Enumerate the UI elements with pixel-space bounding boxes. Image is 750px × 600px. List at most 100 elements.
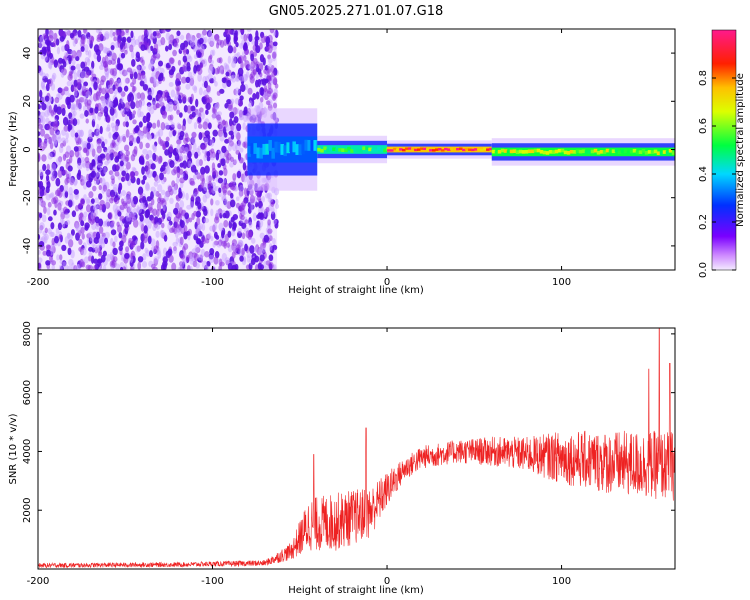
- noise-blob: [109, 251, 113, 261]
- noise-blob: [219, 133, 225, 142]
- noise-blob: [204, 130, 210, 137]
- noise-blob: [98, 193, 103, 200]
- noise-blob: [66, 232, 71, 238]
- noise-blob: [163, 234, 168, 242]
- noise-blob: [81, 160, 86, 168]
- noise-blob: [225, 63, 230, 71]
- noise-blob: [81, 233, 85, 240]
- noise-blob: [267, 197, 274, 203]
- noise-blob: [187, 143, 192, 151]
- noise-blob: [198, 132, 203, 140]
- noise-blob: [114, 214, 118, 220]
- noise-blob: [95, 48, 101, 56]
- noise-blob: [150, 186, 156, 193]
- noise-blob: [60, 142, 64, 149]
- noise-blob: [89, 234, 93, 242]
- noise-blob: [73, 189, 79, 195]
- noise-blob: [153, 189, 158, 196]
- noise-blob: [46, 163, 50, 171]
- noise-blob: [64, 51, 69, 58]
- noise-blob: [227, 55, 231, 64]
- noise-blob: [132, 77, 137, 85]
- signal-core: [374, 148, 378, 153]
- noise-blob: [244, 243, 248, 252]
- noise-blob: [153, 245, 159, 254]
- noise-blob: [274, 203, 280, 209]
- noise-blob: [165, 166, 171, 175]
- noise-blob: [132, 208, 138, 216]
- noise-blob: [217, 129, 223, 138]
- noise-blob: [111, 139, 116, 147]
- noise-blob: [169, 197, 174, 205]
- noise-blob: [270, 200, 275, 208]
- noise-blob: [234, 87, 240, 94]
- noise-blob: [101, 141, 105, 149]
- noise-blob: [125, 29, 129, 34]
- noise-blob: [58, 189, 63, 198]
- noise-blob: [137, 108, 142, 118]
- noise-blob: [48, 136, 53, 145]
- noise-blob: [99, 79, 105, 86]
- noise-blob: [106, 253, 111, 262]
- noise-blob: [236, 52, 241, 58]
- noise-blob: [196, 32, 201, 39]
- noise-blob: [96, 138, 102, 145]
- noise-blob: [272, 78, 278, 85]
- noise-blob: [267, 223, 271, 230]
- noise-blob: [72, 38, 77, 47]
- noise-blob: [217, 66, 221, 75]
- noise-blob: [205, 265, 210, 270]
- signal-core: [353, 148, 357, 152]
- noise-blob: [203, 136, 209, 143]
- snr-x-tick-label: 0: [384, 576, 390, 587]
- noise-blob: [221, 120, 227, 126]
- noise-blob: [124, 253, 130, 259]
- noise-blob: [180, 220, 185, 229]
- noise-blob: [238, 139, 242, 147]
- signal-core: [253, 143, 257, 154]
- noise-blob: [156, 131, 161, 137]
- signal-core: [396, 148, 400, 152]
- noise-blob: [119, 240, 124, 247]
- noise-blob: [204, 264, 208, 270]
- noise-blob: [47, 201, 52, 208]
- noise-blob: [132, 195, 139, 205]
- noise-blob: [162, 260, 168, 268]
- signal-core: [542, 150, 547, 155]
- noise-blob: [80, 226, 85, 234]
- noise-blob: [186, 204, 192, 210]
- noise-blob: [151, 72, 155, 78]
- noise-blob: [180, 42, 186, 51]
- noise-blob: [265, 100, 271, 106]
- noise-blob: [44, 133, 50, 140]
- noise-blob: [189, 77, 195, 86]
- noise-blob: [137, 186, 144, 196]
- noise-blob: [156, 201, 162, 211]
- noise-blob: [50, 192, 55, 198]
- spectrogram-x-tick-label: 0: [384, 277, 390, 288]
- noise-blob: [139, 56, 144, 63]
- noise-blob: [53, 104, 58, 113]
- noise-blob: [107, 99, 113, 107]
- signal-core: [497, 149, 502, 154]
- noise-blob: [242, 73, 248, 83]
- noise-blob: [187, 228, 192, 236]
- noise-blob: [224, 257, 230, 265]
- noise-blob: [152, 224, 157, 232]
- top-y-axis: -40 -20 0 20 40: [22, 47, 675, 254]
- signal-core: [338, 147, 342, 152]
- noise-blob: [255, 189, 261, 197]
- noise-blob: [249, 76, 255, 84]
- noise-blob: [202, 194, 208, 203]
- noise-blob: [108, 101, 114, 108]
- noise-blob: [87, 255, 93, 262]
- noise-blob: [130, 241, 136, 248]
- noise-blob: [60, 45, 66, 52]
- noise-blob: [176, 30, 181, 37]
- noise-blob: [215, 199, 220, 206]
- signal-core: [665, 151, 670, 155]
- noise-blob: [83, 81, 89, 87]
- noise-blob: [253, 51, 258, 57]
- noise-blob: [267, 63, 273, 70]
- noise-blob: [116, 79, 122, 88]
